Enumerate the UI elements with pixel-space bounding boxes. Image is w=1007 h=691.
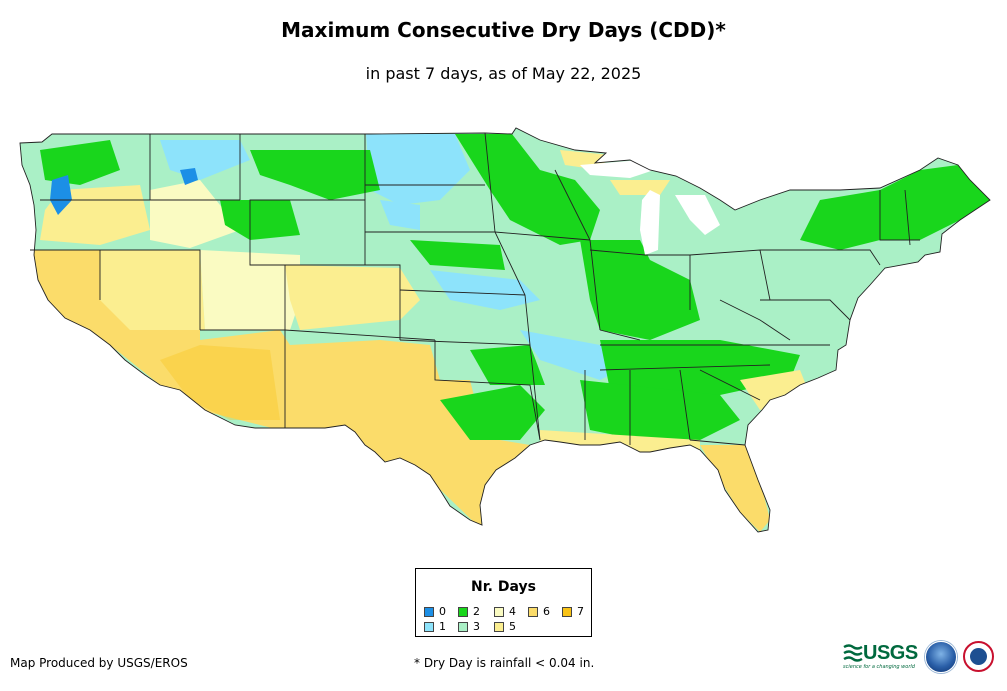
border-pa-md bbox=[760, 299, 851, 321]
border-il-ky bbox=[599, 329, 641, 341]
border-ny-new-england bbox=[879, 190, 920, 241]
border-nv-ut bbox=[100, 249, 201, 330]
border-ut-az bbox=[200, 329, 436, 341]
border-ga-sc bbox=[699, 369, 761, 401]
legend-swatch-1 bbox=[424, 621, 434, 632]
region-utah-4days bbox=[200, 250, 300, 330]
border-il-in-oh bbox=[589, 249, 691, 310]
region-wyoming-2days bbox=[220, 200, 300, 240]
border-ok-tx bbox=[434, 340, 541, 441]
border-ga-fl bbox=[689, 439, 746, 446]
region-kansas-1day bbox=[430, 270, 540, 310]
region-minnesota-2days bbox=[455, 134, 600, 245]
usgs-logo: USGS science for a changing world bbox=[843, 642, 918, 670]
legend-label-7: 7 bbox=[577, 605, 584, 618]
legend-item-5: 5 bbox=[494, 620, 516, 633]
legend-label-5: 5 bbox=[509, 620, 516, 633]
legend-swatch-6 bbox=[528, 606, 538, 617]
region-texas-2days bbox=[440, 385, 545, 440]
region-wisc-5days bbox=[610, 180, 670, 195]
border-al-ga bbox=[679, 369, 691, 441]
nws-logo-icon bbox=[963, 641, 994, 672]
legend-label-4: 4 bbox=[509, 605, 516, 618]
legend-item-6: 6 bbox=[528, 605, 550, 618]
lake-michigan bbox=[640, 190, 660, 255]
legend-item-0: 0 bbox=[424, 605, 446, 618]
region-colorado-5days bbox=[285, 265, 420, 330]
legend-swatch-4 bbox=[494, 606, 504, 617]
border-tn-southline bbox=[599, 364, 771, 371]
map-credit: Map Produced by USGS/EROS bbox=[10, 656, 188, 670]
border-mn-ia-mo bbox=[484, 132, 541, 441]
usgs-tagline: science for a changing world bbox=[843, 664, 915, 670]
border-vt-nh bbox=[904, 189, 911, 246]
region-wa-0days bbox=[50, 175, 72, 215]
legend-label-6: 6 bbox=[543, 605, 550, 618]
usgs-wordmark: USGS bbox=[863, 642, 918, 664]
region-basin-5days bbox=[100, 250, 205, 330]
region-midwest-2days bbox=[580, 240, 700, 340]
noaa-logo-icon bbox=[925, 641, 957, 673]
region-arkansas-1day bbox=[520, 330, 630, 380]
legend-swatch-7 bbox=[562, 606, 572, 617]
map-subtitle: in past 7 days, as of May 22, 2025 bbox=[365, 64, 642, 83]
legend-item-3: 3 bbox=[458, 620, 480, 633]
border-wi-il bbox=[554, 169, 601, 331]
legend-swatch-2 bbox=[458, 606, 468, 617]
dry-day-note: * Dry Day is rainfall < 0.04 in. bbox=[414, 656, 595, 670]
nws-logo-center bbox=[970, 648, 987, 665]
legend-label-1: 1 bbox=[439, 620, 446, 633]
legend-item-1: 1 bbox=[424, 620, 446, 633]
region-dakotas-1day bbox=[366, 134, 470, 205]
legend-swatch-3 bbox=[458, 621, 468, 632]
border-wv-va bbox=[719, 299, 791, 341]
legend-swatch-5 bbox=[494, 621, 504, 632]
region-idaho-4days bbox=[150, 180, 240, 248]
legend-label-0: 0 bbox=[439, 605, 446, 618]
cdd-raster bbox=[20, 128, 990, 532]
region-southeast-2days bbox=[580, 380, 740, 440]
region-pnw-2days bbox=[40, 140, 120, 185]
region-desert-7days bbox=[160, 345, 280, 420]
legend-title: Nr. Days bbox=[471, 579, 536, 595]
border-colorado bbox=[285, 264, 401, 340]
border-ny-pa bbox=[760, 249, 881, 266]
region-nebraska-2days bbox=[410, 240, 505, 270]
cdd-map bbox=[19, 127, 991, 533]
legend-item-4: 4 bbox=[494, 605, 516, 618]
lake-huron bbox=[675, 195, 720, 235]
region-nebraska-1day bbox=[380, 200, 420, 230]
legend: Nr. Days 0 1 2 3 4 5 6 7 bbox=[415, 568, 592, 637]
usgs-wave-icon bbox=[843, 643, 863, 662]
border-ks-ok bbox=[399, 339, 531, 346]
border-ne-ks bbox=[399, 289, 526, 296]
region-mt-0days bbox=[180, 168, 198, 185]
region-florida-6days bbox=[700, 445, 770, 532]
map-title: Maximum Consecutive Dry Days (CDD)* bbox=[281, 18, 726, 42]
region-oklahoma-2days bbox=[470, 345, 545, 385]
region-northeast-2days bbox=[800, 165, 990, 250]
border-mn-ia bbox=[494, 231, 591, 241]
state-boundaries bbox=[19, 127, 991, 533]
region-mtn-west-2days bbox=[250, 150, 380, 200]
legend-item-7: 7 bbox=[562, 605, 584, 618]
legend-label-3: 3 bbox=[473, 620, 480, 633]
legend-swatch-0 bbox=[424, 606, 434, 617]
legend-label-2: 2 bbox=[473, 605, 480, 618]
legend-item-2: 2 bbox=[458, 605, 480, 618]
